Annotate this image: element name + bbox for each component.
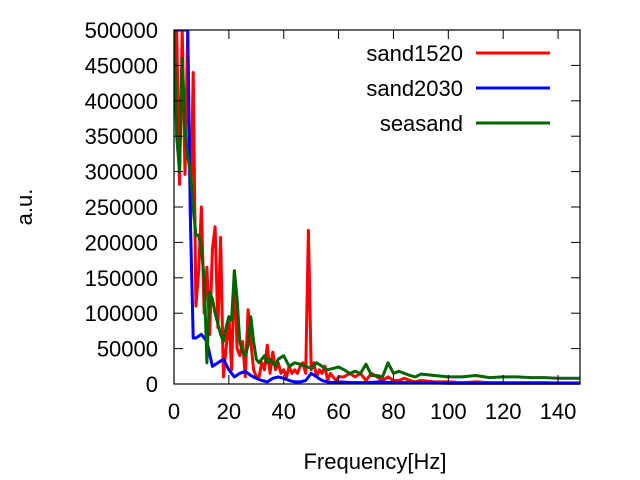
x-tick-label: 60 <box>326 399 350 424</box>
series-line-sand2030 <box>174 30 580 385</box>
y-tick-label: 50000 <box>97 337 158 362</box>
x-tick-label: 100 <box>430 399 467 424</box>
y-tick-label: 200000 <box>85 230 158 255</box>
legend-label-sand2030: sand2030 <box>366 76 463 101</box>
legend-label-seasand: seasand <box>380 111 463 136</box>
y-tick-label: 100000 <box>85 301 158 326</box>
y-tick-label: 150000 <box>85 266 158 291</box>
ticks-layer: 0 50000 100000 150000 200000 250000 300000 3500… <box>85 18 580 424</box>
x-tick-label: 120 <box>485 399 522 424</box>
series-line-seasand <box>174 30 580 380</box>
x-tick-label: 40 <box>271 399 295 424</box>
legend: sand1520 sand2030 seasand <box>366 41 550 136</box>
series-line-sand1520 <box>174 30 580 385</box>
x-axis-label: Frequency[Hz] <box>303 449 446 474</box>
x-tick-label: 80 <box>381 399 405 424</box>
y-tick-label: 300000 <box>85 160 158 185</box>
x-tick-label: 0 <box>168 399 180 424</box>
y-tick-label: 350000 <box>85 124 158 149</box>
series-layer <box>174 30 580 385</box>
x-tick-label: 20 <box>217 399 241 424</box>
y-tick-label: 0 <box>146 372 158 397</box>
y-tick-label: 400000 <box>85 89 158 114</box>
y-tick-label: 250000 <box>85 195 158 220</box>
x-tick-label: 140 <box>540 399 577 424</box>
legend-label-sand1520: sand1520 <box>366 41 463 66</box>
y-tick-label: 500000 <box>85 18 158 43</box>
y-tick-label: 450000 <box>85 53 158 78</box>
y-axis-label: a.u. <box>12 189 37 226</box>
